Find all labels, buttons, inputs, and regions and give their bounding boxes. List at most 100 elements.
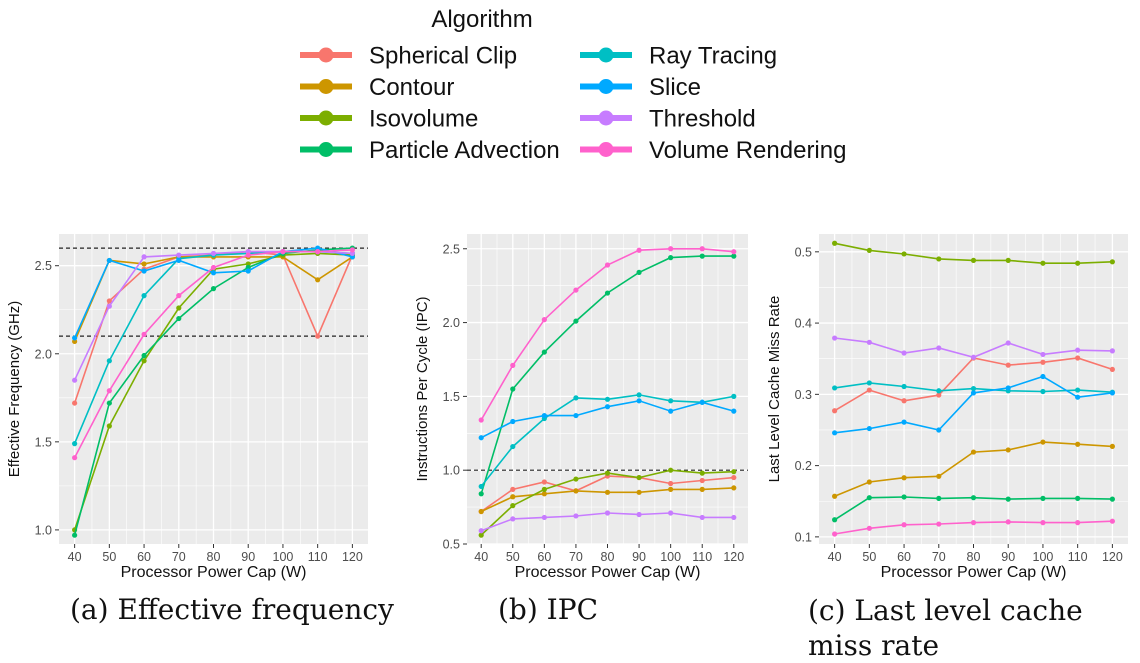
x-axis: 40 50 60 70 80 90 100 110 120: [474, 544, 744, 564]
legend-key-isovolume: Isovolume: [300, 106, 478, 133]
data-point: [668, 480, 674, 487]
x-tick-label: 110: [692, 550, 712, 564]
data-point: [901, 419, 907, 425]
data-point: [1040, 388, 1046, 395]
data-point: [72, 455, 78, 461]
data-point: [478, 417, 484, 423]
series-particle-advection: [832, 494, 1115, 523]
legend-key-point: [598, 79, 614, 94]
legend-key-point: [598, 142, 614, 157]
data-point: [106, 298, 112, 304]
legend-key-point: [598, 47, 614, 63]
data-point: [1075, 260, 1081, 266]
data-point: [541, 349, 547, 355]
legend-key-volume-rendering: Volume Rendering: [580, 137, 846, 164]
data-point: [668, 398, 674, 404]
x-tick-label: 80: [601, 550, 615, 564]
data-point: [668, 246, 674, 252]
data-point: [1040, 351, 1046, 358]
data-point: [604, 489, 611, 495]
series-ray-tracing: [478, 392, 737, 490]
x-tick-label: 90: [1001, 550, 1015, 564]
data-point: [731, 469, 737, 475]
series-contour: [478, 485, 737, 515]
x-tick-label: 110: [1068, 550, 1088, 564]
x-tick-label: 80: [967, 550, 981, 564]
data-point: [699, 246, 705, 252]
data-point: [636, 511, 642, 518]
data-point: [176, 252, 182, 258]
data-point: [245, 268, 251, 274]
legend-key-particle-advection: Particle Advection: [300, 137, 560, 164]
data-point: [349, 247, 355, 253]
legend-label-contour: Contour: [369, 74, 454, 101]
data-point: [970, 449, 977, 455]
series-threshold: [478, 510, 737, 534]
data-point: [604, 404, 611, 410]
data-point: [72, 532, 78, 538]
data-point: [541, 479, 547, 485]
y-axis: 1.0 1.5 2.0 2.5: [35, 259, 59, 537]
data-point: [970, 520, 977, 526]
series-volume-rendering: [72, 247, 355, 461]
data-point: [245, 252, 251, 258]
data-point: [936, 495, 942, 501]
data-point: [1005, 447, 1011, 453]
x-tick-label: 120: [1102, 550, 1123, 564]
x-tick-label: 80: [207, 550, 221, 564]
data-point: [901, 475, 907, 481]
data-point: [573, 395, 579, 401]
data-point: [541, 412, 547, 419]
data-point: [478, 532, 484, 538]
data-point: [731, 408, 737, 414]
data-point: [1005, 496, 1011, 502]
data-point: [866, 479, 872, 485]
data-point: [636, 398, 642, 404]
y-tick-label: 2.0: [443, 316, 460, 330]
data-point: [866, 387, 872, 393]
data-point: [106, 358, 112, 364]
data-point: [936, 392, 942, 398]
y-tick-label: 0.2: [795, 459, 812, 473]
data-point: [699, 486, 705, 492]
data-point: [970, 386, 977, 392]
y-axis-title: Instructions Per Cycle (IPC): [414, 296, 431, 481]
x-tick-label: 120: [342, 550, 363, 564]
data-point: [731, 474, 737, 481]
data-point: [573, 287, 579, 293]
data-point: [1075, 347, 1081, 353]
data-point: [866, 525, 872, 531]
data-point: [604, 262, 611, 268]
data-point: [1075, 355, 1081, 361]
caption-b: (b) IPC: [498, 593, 598, 626]
data-point: [731, 253, 737, 259]
series-isovolume: [832, 240, 1115, 266]
y-tick-label: 1.5: [35, 435, 52, 449]
data-point: [699, 470, 705, 476]
data-point: [106, 388, 112, 394]
legend-label-particle-advection: Particle Advection: [369, 137, 560, 164]
y-tick-label: 0.5: [443, 538, 460, 552]
data-point: [1040, 439, 1046, 445]
y-tick-label: 2.5: [443, 242, 460, 256]
legend-key-point: [318, 110, 334, 126]
y-tick-label: 2.5: [35, 259, 52, 273]
data-point: [141, 293, 147, 299]
data-point: [1075, 441, 1081, 447]
x-axis-title: Processor Power Cap (W): [515, 564, 701, 581]
legend-label-spherical-clip: Spherical Clip: [369, 43, 517, 70]
legend-key-point: [318, 142, 334, 157]
gridlines: [467, 234, 748, 545]
data-point: [699, 514, 705, 521]
data-point: [541, 317, 547, 323]
data-point: [72, 400, 78, 406]
data-point: [1005, 385, 1011, 391]
data-point: [1109, 496, 1115, 502]
chart-panel-b: 0.5 1.0 1.5 2.0 2.5 40 50 60 70 80 90 100 110 120 Proc…: [414, 234, 748, 581]
caption-a: (a) Effective frequency: [70, 593, 394, 626]
data-point: [866, 247, 872, 253]
data-point: [1109, 348, 1115, 354]
data-point: [141, 358, 147, 364]
data-point: [699, 399, 705, 405]
y-axis: 0.1 0.2 0.3 0.4 0.5: [795, 245, 819, 544]
